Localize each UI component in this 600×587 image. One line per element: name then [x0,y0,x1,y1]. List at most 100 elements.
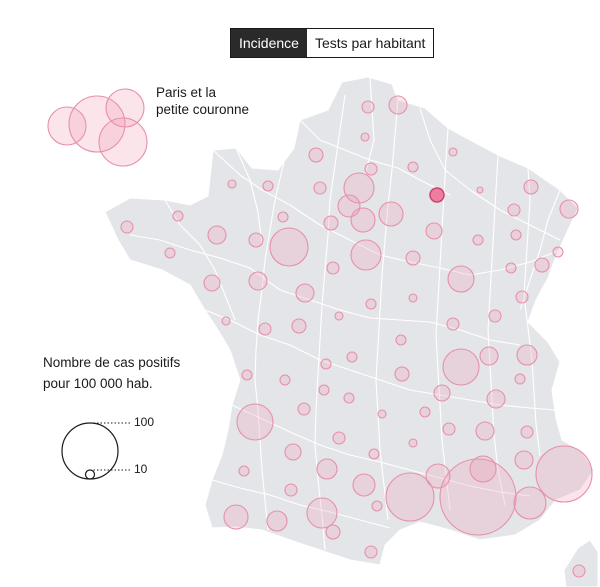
bubble-94[interactable] [325,524,341,540]
bubble-25[interactable] [507,203,521,217]
bubble-57[interactable] [442,348,480,386]
bubble-91[interactable] [266,510,288,532]
bubble-26[interactable] [559,199,579,219]
bubble-67[interactable] [486,389,506,409]
bubble-95[interactable] [364,545,378,559]
bubble-29[interactable] [248,232,264,248]
bubble-4[interactable] [98,117,148,167]
bubble-66[interactable] [433,384,451,402]
bubble-27[interactable] [120,220,134,234]
bubble-45[interactable] [365,298,377,310]
bubble-77[interactable] [284,443,302,461]
bubble-6[interactable] [388,95,408,115]
bubble-79[interactable] [238,465,250,477]
bubble-52[interactable] [446,317,460,331]
bubble-92[interactable] [306,497,338,529]
bubble-83[interactable] [514,450,534,470]
bubble-70[interactable] [377,409,387,419]
bubble-3[interactable] [105,88,145,128]
tab-tests-par-habitant[interactable]: Tests par habitant [306,29,434,57]
bubble-41[interactable] [203,274,221,292]
bubble-8[interactable] [308,147,324,163]
bubble-71[interactable] [419,406,431,418]
bubble-78[interactable] [368,448,380,460]
bubble-23[interactable] [277,211,289,223]
bubble-62[interactable] [394,366,410,382]
bubble-73[interactable] [332,431,346,445]
bubble-85[interactable] [352,473,376,497]
bubble-5[interactable] [361,100,375,114]
bubble-54[interactable] [346,351,358,363]
bubble-65[interactable] [343,392,355,404]
bubble-30[interactable] [269,227,309,267]
bubble-88[interactable] [284,483,298,497]
bubble-49[interactable] [258,322,272,336]
bubble-68[interactable] [236,403,274,441]
bubble-93[interactable] [371,500,383,512]
bubble-47[interactable] [515,290,529,304]
bubble-89[interactable] [513,486,547,520]
bubble-9[interactable] [364,162,378,176]
bubble-32[interactable] [425,222,443,240]
bubble-46[interactable] [408,293,418,303]
bubble-21[interactable] [378,201,404,227]
bubble-82[interactable] [469,455,497,483]
bubble-87[interactable] [439,458,517,536]
bubble-56[interactable] [395,334,407,346]
bubble-84[interactable] [535,445,593,503]
bubble-38[interactable] [326,261,340,275]
bubble-36[interactable] [552,246,564,258]
bubble-39[interactable] [534,257,550,273]
bubble-50[interactable] [291,318,307,334]
bubble-96[interactable] [572,564,586,578]
bubble-17[interactable] [476,186,484,194]
bubble-69[interactable] [297,402,311,416]
bubble-18[interactable] [523,179,539,195]
bubble-24[interactable] [323,215,339,231]
bubble-2[interactable] [68,95,126,153]
legend-circles [61,422,132,480]
tab-incidence[interactable]: Incidence [231,29,307,57]
bubble-1[interactable] [47,106,87,146]
bubble-13[interactable] [262,180,274,192]
bubble-61[interactable] [279,374,291,386]
bubble-58[interactable] [479,346,499,366]
bubble-40[interactable] [248,271,268,291]
bubble-59[interactable] [516,344,538,366]
bubble-22[interactable] [172,210,184,222]
legend-title-line-2: pour 100 000 hab. [43,376,153,391]
bubble-64[interactable] [318,384,330,396]
bubble-12[interactable] [227,179,237,189]
bubble-10[interactable] [407,161,419,173]
bubble-60[interactable] [241,369,253,381]
legend-circle-10 [84,469,96,480]
bubble-44[interactable] [295,283,315,303]
bubble-76[interactable] [520,425,534,439]
bubble-80[interactable] [316,458,338,480]
bubble-75[interactable] [475,421,495,441]
bubble-53[interactable] [488,309,502,323]
bubble-74[interactable] [408,438,418,448]
bubble-72[interactable] [442,422,456,436]
bubble-highlighted[interactable] [429,187,445,203]
bubble-86[interactable] [385,472,435,522]
bubble-51[interactable] [334,311,344,321]
bubble-28[interactable] [207,225,227,245]
bubble-20[interactable] [350,207,376,233]
bubble-55[interactable] [320,358,332,370]
bubble-42[interactable] [447,265,475,293]
bubble-31[interactable] [350,239,382,271]
bubble-90[interactable] [223,504,249,530]
bubble-11[interactable] [448,147,458,157]
bubble-48[interactable] [221,316,231,326]
bubble-81[interactable] [425,463,451,489]
bubble-7[interactable] [360,132,370,142]
bubble-35[interactable] [164,247,176,259]
bubble-34[interactable] [510,229,522,241]
bubble-14[interactable] [313,181,327,195]
bubble-33[interactable] [472,234,484,246]
bubble-43[interactable] [505,262,517,274]
bubble-37[interactable] [405,250,421,266]
bubble-63[interactable] [514,373,526,385]
